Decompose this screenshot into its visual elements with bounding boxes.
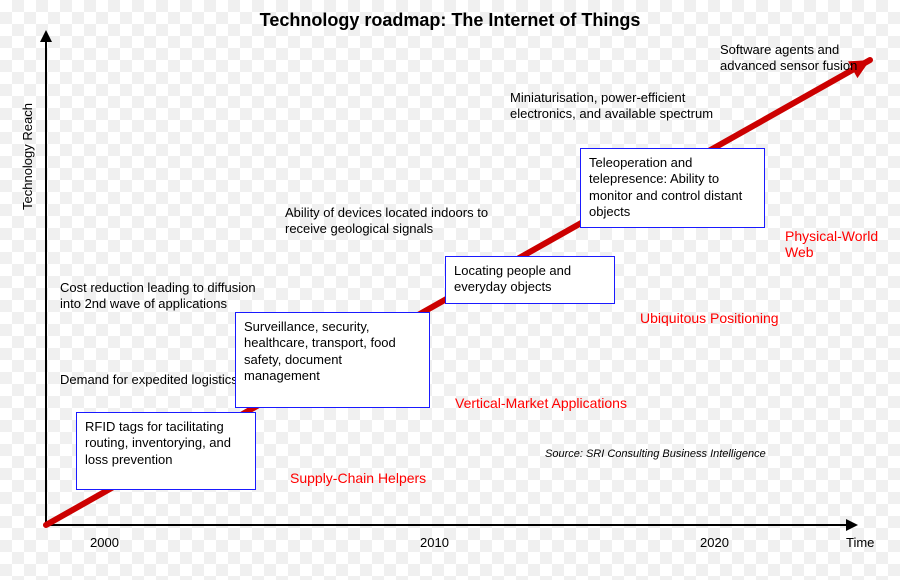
annotation-a4: Miniaturisation, power-efficient electro… [510, 90, 720, 123]
y-axis-label: Technology Reach [20, 103, 35, 210]
phase-p1: Supply-Chain Helpers [290, 470, 426, 486]
x-tick: 2010 [420, 535, 449, 550]
phase-p2: Vertical-Market Applications [455, 395, 627, 411]
milestone-b1: RFID tags for tacilitating routing, inve… [76, 412, 256, 490]
milestone-b3: Locating people and everyday objects [445, 256, 615, 304]
chart-title: Technology roadmap: The Internet of Thin… [0, 10, 900, 31]
source-attribution: Source: SRI Consulting Business Intellig… [545, 448, 766, 460]
x-tick: 2000 [90, 535, 119, 550]
annotation-a5: Software agents and advanced sensor fusi… [720, 42, 890, 75]
phase-p4: Physical-World Web [785, 228, 895, 260]
milestone-b2: Surveillance, security, healthcare, tran… [235, 312, 430, 408]
roadmap-canvas: Technology roadmap: The Internet of Thin… [0, 0, 900, 580]
milestone-b4: Teleoperation and telepresence: Ability … [580, 148, 765, 228]
annotation-a1: Demand for expedited logistics [60, 372, 250, 388]
x-axis-label: Time [846, 535, 874, 550]
x-tick: 2020 [700, 535, 729, 550]
annotation-a2: Cost reduction leading to diffusion into… [60, 280, 260, 313]
annotation-a3: Ability of devices located indoors to re… [285, 205, 495, 238]
phase-p3: Ubiquitous Positioning [640, 310, 779, 326]
